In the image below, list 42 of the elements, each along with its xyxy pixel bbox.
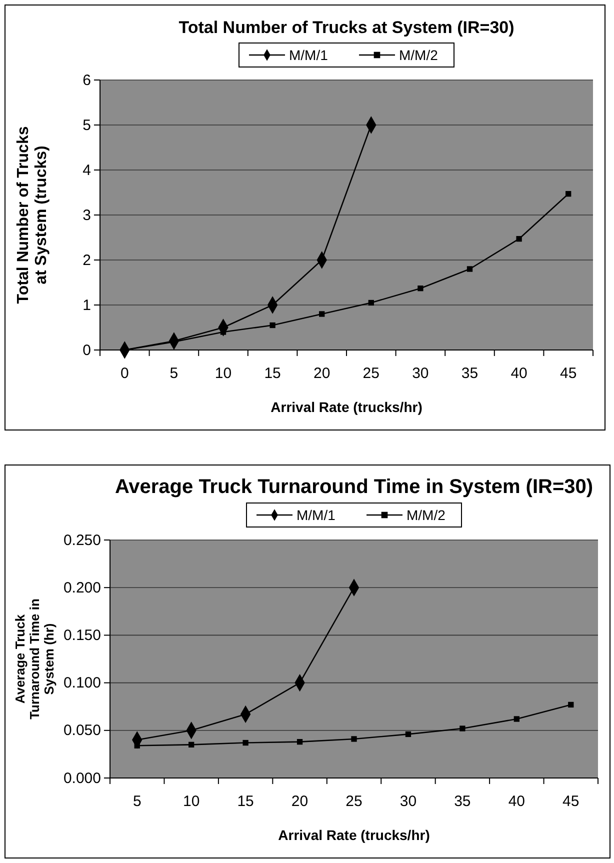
y-tick-label: 0.200 (63, 579, 101, 596)
y-tick-label: 2 (82, 252, 91, 269)
x-tick-label: 5 (132, 793, 142, 810)
x-tick-label: 15 (237, 793, 254, 810)
y-tick-label: 5 (82, 116, 91, 134)
y-tick-label: 6 (82, 72, 91, 89)
y-axis-title: Average Truck Turnaround Time in System (hr) (12, 598, 56, 720)
x-tick-label: 25 (346, 793, 362, 810)
x-tick-label: 45 (560, 365, 577, 382)
x-tick-label: 35 (454, 793, 471, 810)
y-tick-label: 0 (82, 342, 91, 359)
x-axis-title: Arrival Rate (trucks/hr) (270, 399, 422, 415)
x-tick-label: 45 (562, 793, 580, 810)
x-tick-label: 40 (508, 793, 526, 810)
y-axis-title: Total Number of Trucks at System (trucks) (15, 126, 50, 304)
y-tick-label: 0.050 (63, 722, 101, 740)
x-tick-label: 30 (400, 793, 417, 810)
x-tick-label: 15 (264, 365, 281, 382)
y-tick-label: 0.150 (63, 627, 101, 644)
y-tick-label: 1 (82, 296, 91, 314)
x-tick-label: 10 (182, 793, 200, 810)
legend-label: M/M/1 (296, 507, 336, 523)
y-tick-label: 0.100 (63, 674, 101, 692)
chart-title: Total Number of Trucks at System (IR=30) (178, 18, 514, 37)
y-tick-label: 0.250 (63, 532, 101, 549)
x-axis-title: Arrival Rate (trucks/hr) (278, 827, 430, 843)
x-tick-label: 35 (461, 365, 478, 382)
x-tick-label: 30 (412, 365, 429, 382)
x-tick-label: 20 (314, 365, 330, 382)
x-tick-label: 0 (120, 365, 129, 382)
y-tick-label: 0.000 (63, 770, 101, 787)
legend-label: M/M/1 (289, 47, 328, 63)
x-tick-label: 25 (362, 365, 380, 382)
x-tick-label: 10 (214, 365, 232, 382)
legend-label: M/M/2 (399, 47, 438, 63)
legend-label: M/M/2 (406, 507, 446, 523)
chart-title: Average Truck Turnaround Time in System (IR=30) (114, 476, 594, 498)
y-tick-label: 3 (82, 206, 91, 224)
x-tick-label: 20 (291, 793, 308, 810)
x-tick-label: 5 (170, 365, 178, 382)
y-tick-label: 4 (82, 162, 91, 179)
x-tick-label: 40 (510, 365, 528, 382)
